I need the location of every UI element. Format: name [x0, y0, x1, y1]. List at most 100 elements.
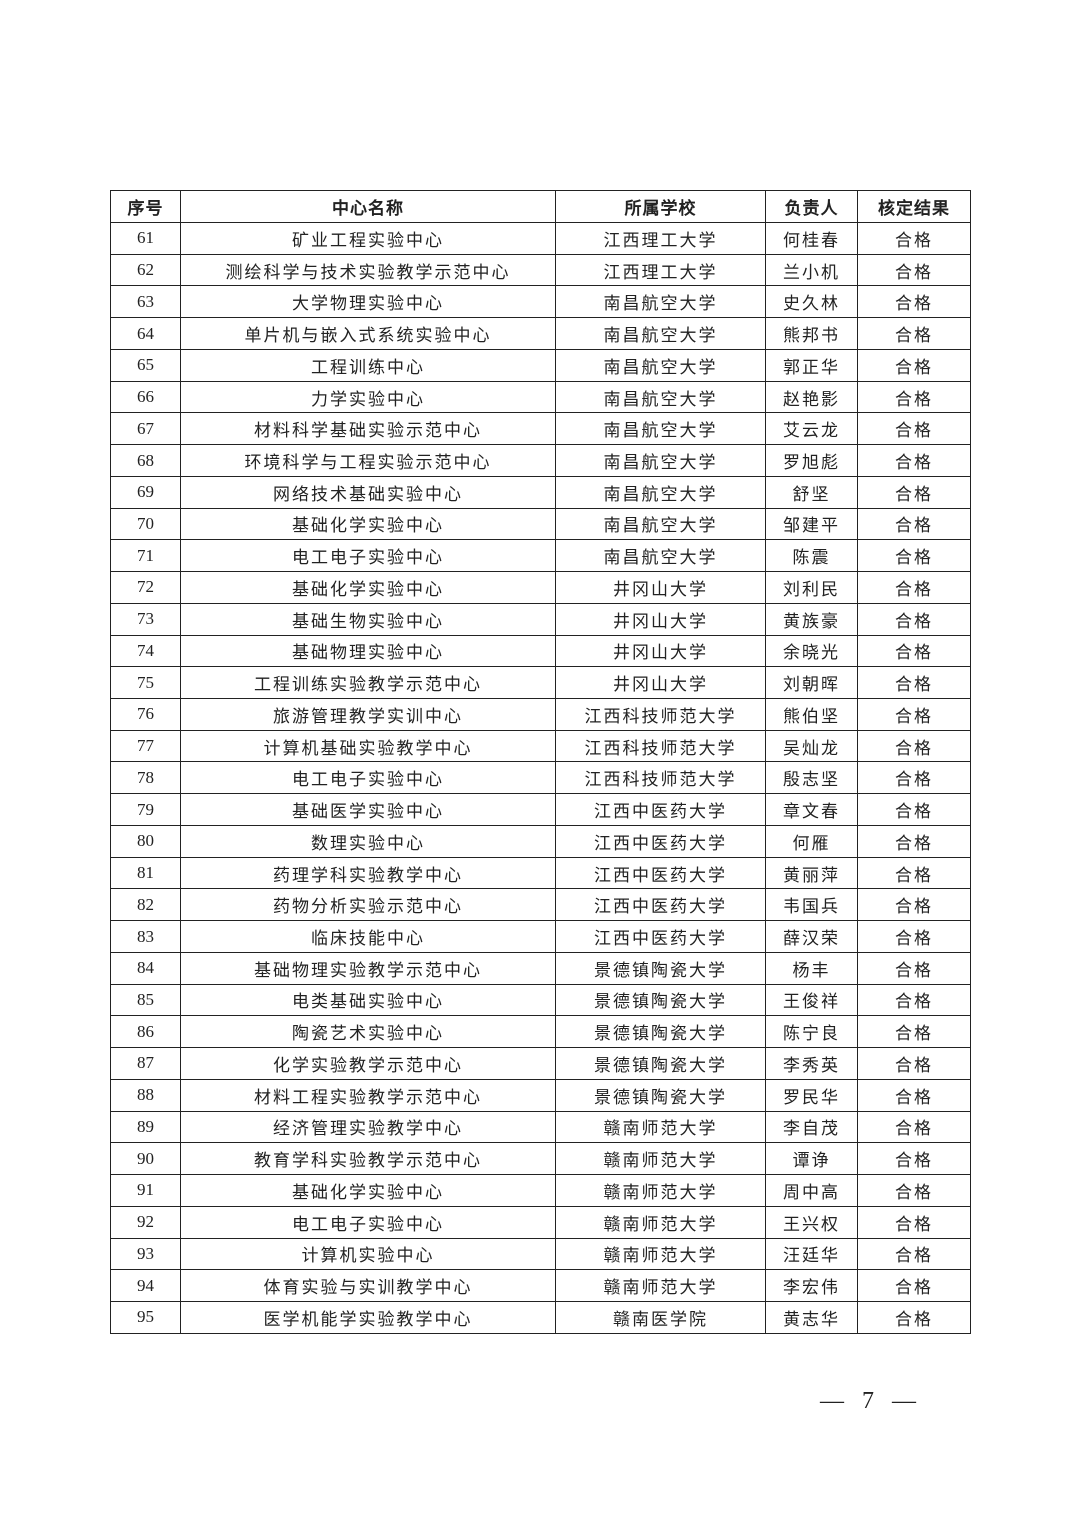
table-row: 63 大学物理实验中心 南昌航空大学 史久林 合格: [110, 285, 971, 319]
table-row: 92 电工电子实验中心 赣南师范大学 王兴权 合格: [110, 1205, 971, 1239]
cell-center-name: 测绘科学与技术实验教学示范中心: [180, 253, 556, 287]
cell-person: 刘利民: [765, 571, 858, 604]
cell-school: 南昌航空大学: [555, 412, 766, 446]
cell-center-name: 电类基础实验中心: [180, 983, 556, 1017]
header-center-name: 中心名称: [180, 190, 556, 223]
table-row: 66 力学实验中心 南昌航空大学 赵艳影 合格: [110, 380, 971, 414]
cell-center-name: 基础医学实验中心: [180, 793, 556, 826]
cell-school: 赣南师范大学: [555, 1269, 766, 1302]
cell-person: 殷志坚: [765, 761, 858, 795]
cell-center-name: 药理学科实验教学中心: [180, 856, 556, 890]
cell-result: 合格: [857, 348, 971, 382]
cell-result: 合格: [857, 666, 971, 700]
cell-index: 89: [110, 1110, 181, 1144]
cell-result: 合格: [857, 602, 971, 636]
cell-result: 合格: [857, 920, 971, 953]
cell-index: 94: [110, 1269, 181, 1302]
cell-school: 南昌航空大学: [555, 444, 766, 477]
table-row: 74 基础物理实验中心 井冈山大学 余晓光 合格: [110, 634, 971, 668]
cell-center-name: 材料科学基础实验示范中心: [180, 412, 556, 446]
cell-result: 合格: [857, 1269, 971, 1302]
cell-index: 87: [110, 1047, 181, 1080]
cell-person: 兰小机: [765, 253, 858, 287]
cell-person: 李宏伟: [765, 1269, 858, 1302]
cell-person: 李秀英: [765, 1047, 858, 1080]
cell-school: 景德镇陶瓷大学: [555, 983, 766, 1017]
cell-index: 63: [110, 285, 181, 319]
cell-person: 熊邦书: [765, 317, 858, 350]
table-row: 78 电工电子实验中心 江西科技师范大学 殷志坚 合格: [110, 761, 971, 795]
cell-center-name: 药物分析实验示范中心: [180, 888, 556, 922]
cell-school: 井冈山大学: [555, 571, 766, 604]
cell-center-name: 临床技能中心: [180, 920, 556, 953]
table-row: 76 旅游管理教学实训中心 江西科技师范大学 熊伯坚 合格: [110, 698, 971, 731]
cell-center-name: 体育实验与实训教学中心: [180, 1269, 556, 1302]
cell-result: 合格: [857, 317, 971, 350]
table-row: 62 测绘科学与技术实验教学示范中心 江西理工大学 兰小机 合格: [110, 253, 971, 287]
cell-index: 76: [110, 698, 181, 731]
cell-school: 赣南师范大学: [555, 1174, 766, 1207]
cell-person: 赵艳影: [765, 380, 858, 414]
cell-school: 江西科技师范大学: [555, 761, 766, 795]
cell-result: 合格: [857, 698, 971, 731]
cell-index: 62: [110, 253, 181, 287]
table-row: 95 医学机能学实验教学中心 赣南医学院 黄志华 合格: [110, 1300, 971, 1334]
cell-person: 何雁: [765, 824, 858, 858]
cell-person: 黄志华: [765, 1300, 858, 1334]
cell-person: 舒坚: [765, 475, 858, 509]
cell-index: 88: [110, 1078, 181, 1112]
cell-school: 井冈山大学: [555, 666, 766, 700]
cell-person: 韦国兵: [765, 888, 858, 922]
cell-center-name: 电工电子实验中心: [180, 1205, 556, 1239]
table-row: 61 矿业工程实验中心 江西理工大学 何桂春 合格: [110, 222, 971, 255]
cell-person: 何桂春: [765, 222, 858, 255]
cell-person: 熊伯坚: [765, 698, 858, 731]
cell-center-name: 计算机基础实验教学中心: [180, 729, 556, 763]
cell-center-name: 基础物理实验教学示范中心: [180, 951, 556, 985]
cell-person: 郭正华: [765, 348, 858, 382]
table-header-row: 序号 中心名称 所属学校 负责人 核定结果: [110, 190, 971, 223]
table-row: 86 陶瓷艺术实验中心 景德镇陶瓷大学 陈宁良 合格: [110, 1015, 971, 1049]
cell-school: 景德镇陶瓷大学: [555, 951, 766, 985]
table-row: 77 计算机基础实验教学中心 江西科技师范大学 吴灿龙 合格: [110, 729, 971, 763]
table-row: 72 基础化学实验中心 井冈山大学 刘利民 合格: [110, 571, 971, 604]
cell-result: 合格: [857, 951, 971, 985]
cell-center-name: 化学实验教学示范中心: [180, 1047, 556, 1080]
table-row: 84 基础物理实验教学示范中心 景德镇陶瓷大学 杨丰 合格: [110, 951, 971, 985]
cell-result: 合格: [857, 475, 971, 509]
cell-center-name: 基础化学实验中心: [180, 1174, 556, 1207]
cell-result: 合格: [857, 634, 971, 668]
table-row: 65 工程训练中心 南昌航空大学 郭正华 合格: [110, 348, 971, 382]
table-row: 87 化学实验教学示范中心 景德镇陶瓷大学 李秀英 合格: [110, 1047, 971, 1080]
cell-result: 合格: [857, 1300, 971, 1334]
table-row: 91 基础化学实验中心 赣南师范大学 周中高 合格: [110, 1174, 971, 1207]
cell-result: 合格: [857, 571, 971, 604]
cell-person: 陈震: [765, 539, 858, 573]
cell-school: 南昌航空大学: [555, 380, 766, 414]
cell-center-name: 矿业工程实验中心: [180, 222, 556, 255]
cell-index: 78: [110, 761, 181, 795]
cell-school: 江西中医药大学: [555, 856, 766, 890]
cell-result: 合格: [857, 444, 971, 477]
cell-result: 合格: [857, 253, 971, 287]
table-row: 64 单片机与嵌入式系统实验中心 南昌航空大学 熊邦书 合格: [110, 317, 971, 350]
table-row: 82 药物分析实验示范中心 江西中医药大学 韦国兵 合格: [110, 888, 971, 922]
cell-center-name: 基础物理实验中心: [180, 634, 556, 668]
cell-index: 83: [110, 920, 181, 953]
cell-school: 南昌航空大学: [555, 507, 766, 541]
cell-person: 邹建平: [765, 507, 858, 541]
cell-result: 合格: [857, 856, 971, 890]
cell-person: 汪廷华: [765, 1237, 858, 1271]
cell-school: 江西理工大学: [555, 222, 766, 255]
cell-index: 93: [110, 1237, 181, 1271]
cell-school: 江西中医药大学: [555, 920, 766, 953]
cell-index: 72: [110, 571, 181, 604]
table-row: 73 基础生物实验中心 井冈山大学 黄族豪 合格: [110, 602, 971, 636]
cell-center-name: 环境科学与工程实验示范中心: [180, 444, 556, 477]
cell-person: 章文春: [765, 793, 858, 826]
cell-person: 王俊祥: [765, 983, 858, 1017]
table-row: 68 环境科学与工程实验示范中心 南昌航空大学 罗旭彪 合格: [110, 444, 971, 477]
cell-school: 南昌航空大学: [555, 475, 766, 509]
cell-person: 罗旭彪: [765, 444, 858, 477]
table-row: 75 工程训练实验教学示范中心 井冈山大学 刘朝晖 合格: [110, 666, 971, 700]
